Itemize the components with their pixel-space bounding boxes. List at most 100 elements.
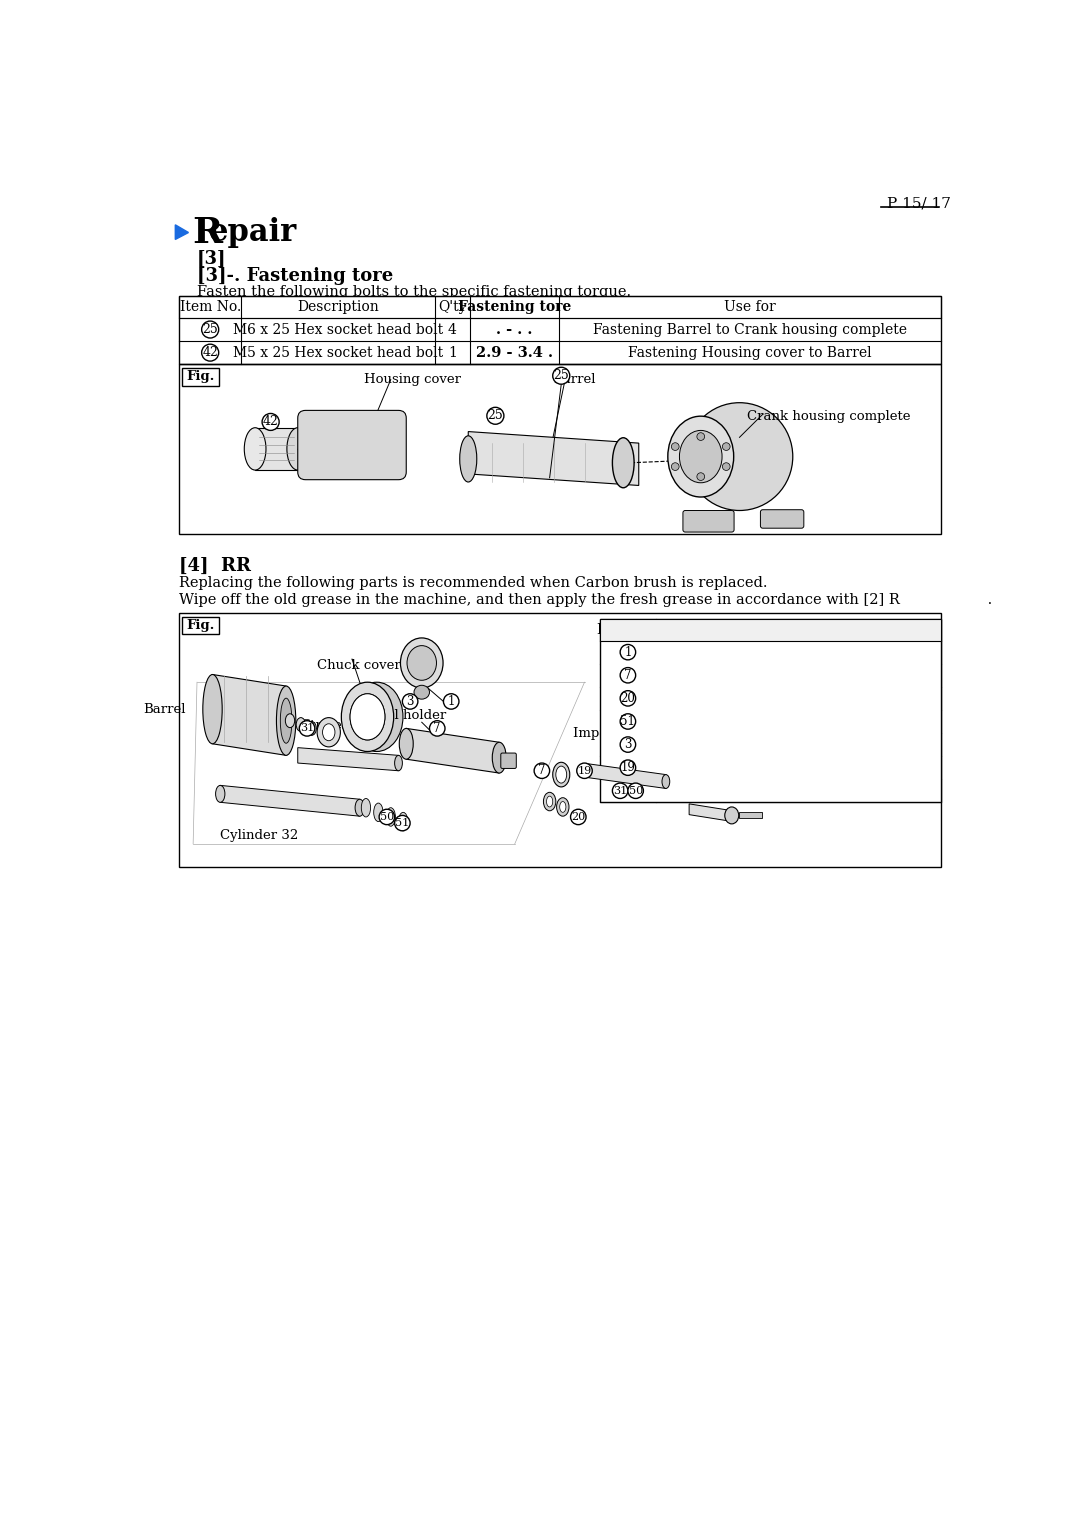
Text: 4: 4 (448, 322, 457, 336)
Text: 42: 42 (202, 347, 218, 359)
Circle shape (262, 414, 279, 431)
Circle shape (620, 713, 636, 730)
Text: Item No.: Item No. (597, 623, 659, 637)
Bar (179, 296, 941, 365)
Polygon shape (193, 683, 584, 844)
Circle shape (672, 443, 679, 450)
Ellipse shape (296, 718, 306, 731)
Text: 20: 20 (621, 692, 635, 705)
Ellipse shape (216, 785, 225, 802)
Text: 50: 50 (380, 812, 394, 822)
Ellipse shape (287, 428, 309, 470)
Text: [3]-. Fastening tore: [3]-. Fastening tore (197, 267, 393, 286)
Text: 1: 1 (624, 646, 632, 658)
Text: O ring 26: O ring 26 (765, 715, 832, 728)
Bar (739, 812, 762, 818)
Circle shape (553, 368, 570, 385)
Text: Fasten the following bolts to the specific fastening torque.: Fasten the following bolts to the specif… (197, 286, 631, 299)
Text: 19: 19 (578, 765, 592, 776)
Polygon shape (298, 748, 399, 771)
Text: Piston: Piston (696, 777, 737, 789)
Circle shape (430, 721, 445, 736)
Ellipse shape (374, 803, 383, 822)
Circle shape (723, 463, 730, 470)
Ellipse shape (350, 693, 384, 741)
Ellipse shape (546, 796, 553, 806)
Bar (179, 365, 941, 533)
Text: Fastening Barrel to Crank housing complete: Fastening Barrel to Crank housing comple… (593, 322, 907, 336)
Circle shape (723, 443, 730, 450)
Circle shape (394, 815, 410, 831)
Text: Barrel: Barrel (143, 702, 186, 716)
Ellipse shape (407, 646, 436, 680)
Text: 25: 25 (202, 324, 218, 336)
Text: Fastening tore: Fastening tore (458, 301, 571, 315)
Text: R: R (192, 215, 222, 249)
Ellipse shape (307, 721, 316, 736)
Ellipse shape (394, 756, 403, 771)
Ellipse shape (281, 698, 292, 744)
Text: 31: 31 (300, 724, 314, 733)
Text: P 15/ 17: P 15/ 17 (887, 197, 950, 211)
Ellipse shape (401, 638, 443, 689)
Text: M6 x 25 Hex socket head bolt: M6 x 25 Hex socket head bolt (233, 322, 443, 336)
Text: O ring 23: O ring 23 (765, 692, 832, 705)
Text: epair: epair (208, 217, 297, 247)
Text: Fig.: Fig. (186, 618, 214, 632)
Ellipse shape (203, 675, 222, 744)
Polygon shape (220, 785, 360, 815)
Text: . - . .: . - . . (496, 322, 532, 336)
Polygon shape (469, 432, 638, 486)
Bar (600, 618, 941, 802)
Circle shape (299, 721, 314, 736)
Circle shape (620, 738, 636, 753)
Ellipse shape (362, 799, 370, 817)
Text: M5 x 25 Hex socket head bolt: M5 x 25 Hex socket head bolt (233, 345, 443, 360)
Text: Item No.: Item No. (179, 301, 241, 315)
Polygon shape (689, 803, 728, 822)
Ellipse shape (399, 812, 408, 831)
Ellipse shape (543, 793, 556, 811)
Ellipse shape (679, 431, 723, 483)
Text: 19: 19 (621, 760, 635, 774)
Text: Chuck cover: Chuck cover (318, 660, 401, 672)
Text: 20: 20 (571, 812, 585, 822)
Circle shape (620, 667, 636, 683)
Ellipse shape (556, 767, 567, 783)
Text: Striker: Striker (301, 719, 349, 733)
Text: Description: Description (297, 301, 379, 315)
Text: 3: 3 (406, 695, 414, 709)
Text: Cylinder 32: Cylinder 32 (220, 829, 298, 841)
Text: Description: Description (757, 623, 839, 637)
FancyBboxPatch shape (183, 617, 218, 634)
Bar (600, 618, 941, 641)
Ellipse shape (400, 728, 414, 759)
Ellipse shape (612, 438, 634, 487)
FancyBboxPatch shape (298, 411, 406, 479)
Ellipse shape (323, 724, 335, 741)
Text: 1: 1 (447, 695, 455, 709)
Polygon shape (175, 224, 189, 240)
Ellipse shape (492, 742, 507, 773)
Circle shape (379, 809, 394, 825)
Text: O ring 24: O ring 24 (765, 783, 832, 797)
Text: 2.9 - 3.4 .: 2.9 - 3.4 . (476, 345, 553, 360)
Circle shape (570, 809, 586, 825)
Text: Tool holder cap: Tool holder cap (744, 646, 853, 660)
Text: 50: 50 (629, 786, 643, 796)
Text: Tool holder: Tool holder (372, 709, 447, 722)
Ellipse shape (350, 693, 384, 741)
Text: [4]  RR: [4] RR (179, 557, 252, 574)
Text: 51: 51 (395, 818, 409, 828)
Circle shape (697, 432, 704, 440)
Text: 7: 7 (624, 669, 632, 681)
Circle shape (697, 473, 704, 481)
Bar (179, 612, 941, 867)
Circle shape (202, 321, 219, 337)
Text: Fastening Housing cover to Barrel: Fastening Housing cover to Barrel (629, 345, 872, 360)
Text: [3]: [3] (197, 250, 227, 269)
Text: Use for: Use for (724, 301, 775, 315)
Text: 31: 31 (613, 786, 627, 796)
Text: 7: 7 (538, 764, 545, 777)
FancyBboxPatch shape (501, 753, 516, 768)
